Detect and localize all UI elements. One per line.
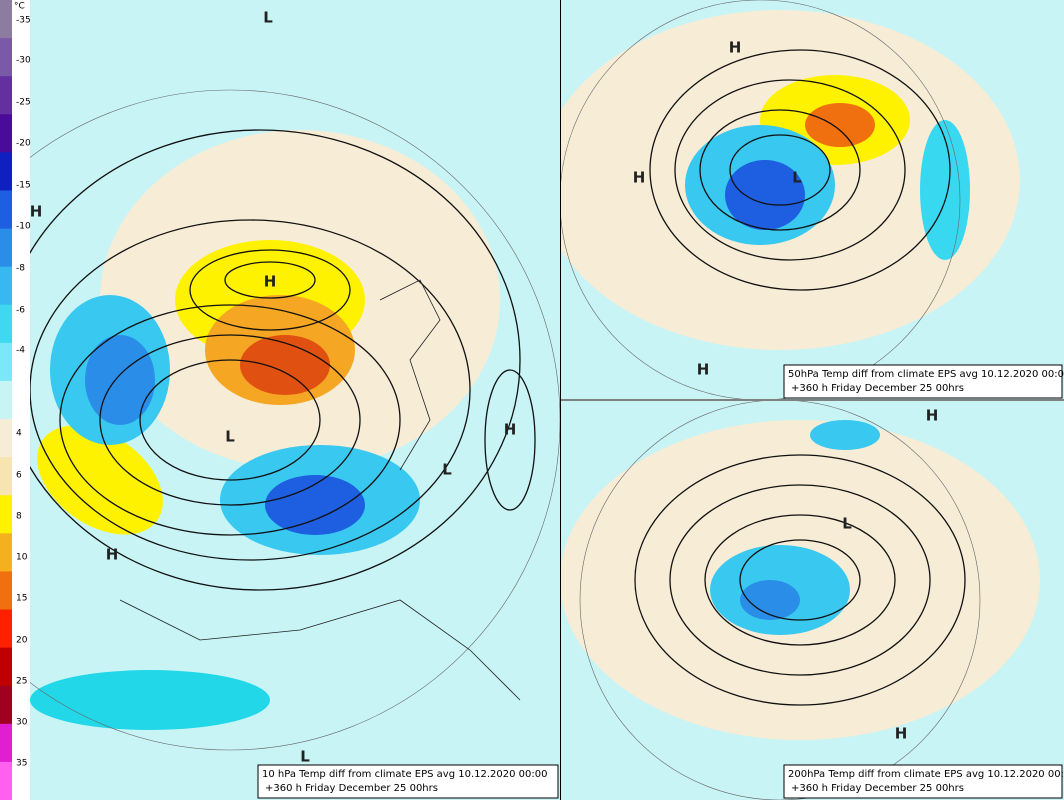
colorbar: °C -35 -30 -25 -20 -15 -10 -8 -6 -4 4 6 8 10 15 20 25 30 3…: [0, 0, 31, 800]
panel-caption: +360 h Friday December 25 00hrs: [791, 383, 964, 394]
colorbar-swatch: [0, 380, 12, 420]
colorbar-swatch: [0, 685, 12, 725]
colorbar-label: -8: [16, 264, 25, 274]
pressure-marker: L: [263, 9, 273, 27]
pressure-marker: H: [926, 407, 939, 425]
colorbar-unit: °C: [14, 2, 25, 12]
pressure-marker: H: [504, 421, 517, 439]
caption-box: [783, 364, 1063, 399]
panel-caption: 200hPa Temp diff from climate EPS avg 10…: [788, 769, 1064, 780]
colorbar-label: -15: [16, 181, 31, 191]
colorbar-swatch: [0, 0, 12, 39]
pressure-marker: H: [30, 203, 43, 221]
colorbar-swatch: [0, 419, 12, 458]
colorbar-swatch: [0, 761, 12, 800]
caption-box: [257, 764, 559, 799]
panel-caption: 10 hPa Temp diff from climate EPS avg 10…: [262, 769, 547, 780]
colorbar-label: -30: [16, 56, 31, 66]
colorbar-swatch: [0, 76, 12, 115]
colorbar-label: -4: [16, 346, 25, 356]
colorbar-label: 8: [16, 512, 22, 522]
pressure-marker: H: [264, 273, 277, 291]
panel-caption: +360 h Friday December 25 00hrs: [791, 783, 964, 794]
pressure-marker: L: [792, 169, 802, 187]
colorbar-label: 6: [16, 471, 22, 481]
colorbar-swatch: [0, 114, 12, 153]
colorbar-label: 35: [16, 759, 27, 769]
panel-10hpa: [30, 0, 560, 800]
panel-200hpa: [561, 401, 1064, 800]
colorbar-label: 30: [16, 718, 28, 728]
pressure-marker: H: [895, 725, 908, 743]
pressure-marker: H: [729, 39, 742, 57]
panel-50hpa: [561, 0, 1064, 399]
colorbar-swatch: [0, 190, 12, 230]
colorbar-label: -35: [16, 16, 31, 26]
colorbar-swatch: [0, 152, 12, 191]
colorbar-swatch: [0, 495, 12, 534]
pressure-marker: H: [633, 169, 646, 187]
colorbar-label: 10: [16, 553, 28, 563]
colorbar-swatch: [0, 228, 12, 268]
pressure-marker: H: [106, 546, 119, 564]
colorbar-swatch: [0, 647, 12, 687]
pressure-marker: L: [842, 515, 852, 533]
pressure-marker: H: [697, 361, 710, 379]
pressure-marker: L: [300, 748, 310, 766]
pressure-marker: L: [442, 461, 452, 479]
colorbar-label: -25: [16, 98, 31, 108]
colorbar-swatch: [0, 38, 12, 77]
colorbar-label: -10: [16, 222, 31, 232]
colorbar-swatch: [0, 533, 12, 572]
colorbar-swatch: [0, 723, 12, 763]
colorbar-swatch: [0, 342, 12, 382]
colorbar-label: 20: [16, 636, 28, 646]
panel-caption: 50hPa Temp diff from climate EPS avg 10.…: [788, 369, 1064, 380]
colorbar-label: 4: [16, 429, 22, 439]
colorbar-swatch: [0, 609, 12, 649]
pressure-marker: L: [225, 428, 235, 446]
colorbar-label: -20: [16, 139, 31, 149]
colorbar-swatch: [0, 304, 12, 344]
colorbar-swatch: [0, 571, 12, 611]
colorbar-swatch: [0, 266, 12, 306]
colorbar-label: 25: [16, 677, 27, 687]
panel-caption: +360 h Friday December 25 00hrs: [265, 783, 438, 794]
colorbar-label: 15: [16, 594, 27, 604]
colorbar-label: -6: [16, 306, 25, 316]
caption-box: [783, 764, 1063, 799]
colorbar-swatch: [0, 457, 12, 496]
